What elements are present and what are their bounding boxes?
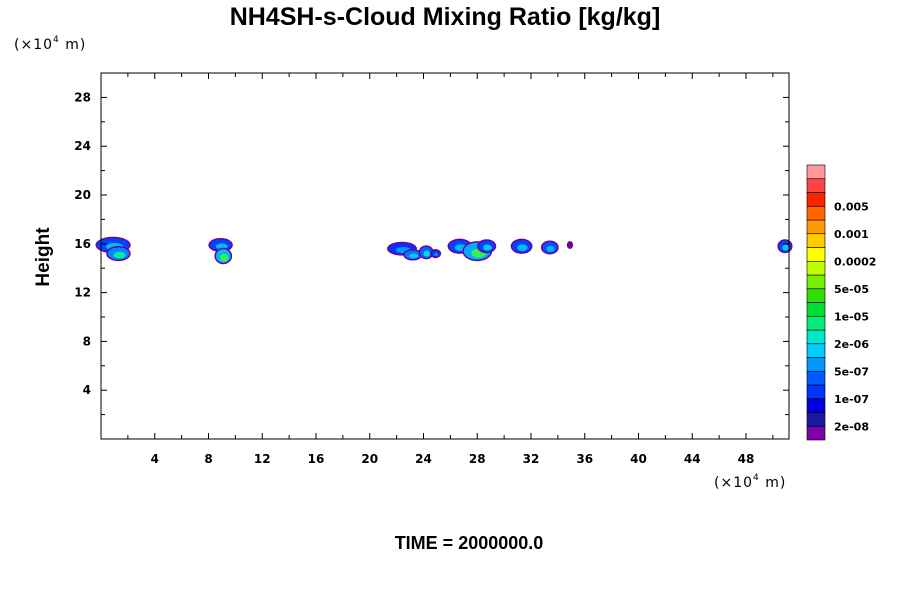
cloud-cell-inner [546, 245, 555, 252]
colorbar-labels: 2e-08 1e-07 5e-07 2e-06 1e-05 5e-05 0.0002 0.00… [834, 200, 876, 433]
cloud-cell-inner [409, 253, 418, 259]
cloud-cell [418, 245, 434, 260]
chart-title: NH4SH-s-Cloud Mixing Ratio [kg/kg] [230, 3, 661, 31]
cloud-cell-inner [433, 252, 439, 256]
colorbar-swatch [806, 274, 826, 290]
colorbar-swatch [806, 343, 826, 358]
x-tick-labels: 4 8 12 16 20 24 28 32 36 40 44 48 [151, 452, 755, 466]
x-tick-label: 40 [630, 452, 647, 466]
axis-ticks [101, 73, 789, 439]
y-tick-labels: 4 8 12 16 20 24 28 [74, 90, 91, 397]
cloud-cell-inner [517, 244, 528, 252]
x-tick-label: 28 [469, 452, 486, 466]
y-tick-label: 8 [83, 334, 91, 348]
colorbar-swatch [806, 164, 826, 180]
colorbar-swatch [806, 302, 826, 317]
x-tick-label: 12 [254, 452, 271, 466]
colorbar-label: 1e-07 [834, 393, 869, 406]
cloud-layer [95, 236, 793, 265]
y-tick-label: 4 [83, 383, 91, 397]
colorbar-swatch [806, 233, 826, 248]
y-tick-label: 20 [74, 188, 91, 202]
colorbar-swatch [806, 398, 826, 413]
cloud-cell-inner [113, 251, 126, 259]
colorbar-label: 0.0002 [834, 255, 876, 268]
x-tick-label: 48 [738, 452, 755, 466]
cloud-cell [566, 241, 574, 249]
time-label: TIME = 2000000.0 [395, 533, 544, 553]
x-unit-label: (×104 m) [714, 473, 786, 491]
cloud-cell [540, 240, 559, 255]
cloud-cell-inner [483, 244, 492, 251]
y-unit-label: (×104 m) [14, 35, 86, 53]
cloud-cell-inner [569, 244, 572, 247]
cloud-cell-inner [423, 250, 431, 257]
colorbar [806, 164, 826, 441]
colorbar-swatch [806, 412, 826, 427]
cloud-cell [510, 238, 533, 254]
cloud-cell [106, 245, 131, 262]
x-tick-label: 36 [576, 452, 593, 466]
colorbar-label: 0.001 [834, 228, 869, 241]
cloud-cell [430, 249, 442, 259]
colorbar-swatch [806, 205, 826, 221]
cloud-cell-inner [782, 244, 789, 251]
x-tick-label: 24 [415, 452, 432, 466]
colorbar-swatch [806, 192, 826, 207]
colorbar-label: 5e-07 [834, 365, 869, 378]
cloud-cell [403, 249, 423, 261]
colorbar-swatch [806, 260, 826, 276]
x-tick-label: 8 [204, 452, 212, 466]
colorbar-swatch [806, 219, 826, 235]
colorbar-label: 1e-05 [834, 310, 869, 323]
plot-frame [100, 72, 790, 440]
x-tick-label: 16 [308, 452, 325, 466]
y-axis-label: Height [33, 227, 54, 287]
x-tick-label: 4 [151, 452, 159, 466]
colorbar-swatch [806, 425, 826, 441]
colorbar-label: 0.005 [834, 200, 869, 213]
y-tick-label: 28 [74, 90, 91, 104]
colorbar-swatch [806, 315, 826, 331]
colorbar-swatch [806, 329, 826, 345]
colorbar-swatch [806, 288, 826, 303]
colorbar-swatch [806, 178, 826, 193]
x-tick-label: 20 [361, 452, 378, 466]
cloud-cell [214, 247, 233, 265]
y-tick-label: 12 [74, 286, 91, 300]
cloud-cell-inner [219, 253, 229, 262]
x-tick-label: 44 [684, 452, 701, 466]
cloud-cell [477, 239, 497, 254]
cloud-cell [777, 239, 793, 254]
colorbar-swatch [806, 247, 826, 262]
colorbar-label: 2e-08 [834, 420, 869, 433]
y-tick-label: 24 [74, 139, 91, 153]
colorbar-swatch [806, 357, 826, 372]
x-tick-label: 32 [523, 452, 540, 466]
y-tick-label: 16 [74, 237, 91, 251]
colorbar-label: 2e-06 [834, 338, 869, 351]
colorbar-label: 5e-05 [834, 283, 869, 296]
colorbar-swatch [806, 384, 826, 400]
colorbar-swatch [806, 370, 826, 386]
